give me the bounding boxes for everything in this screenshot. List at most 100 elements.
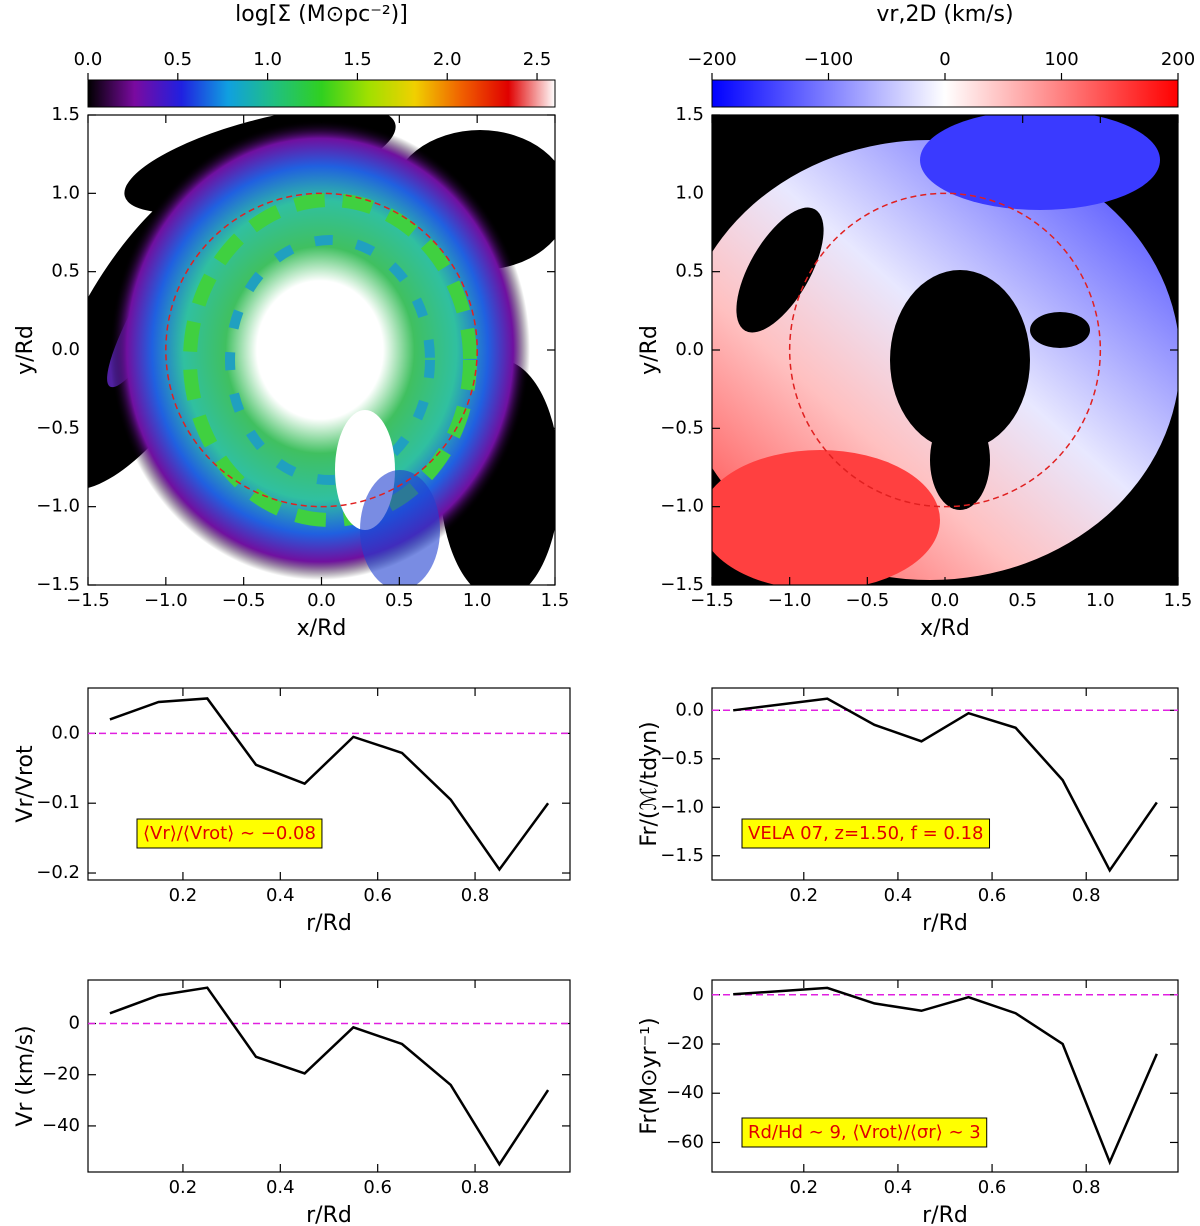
axes-frame [711,114,1179,586]
annotation: ⟨Vr⟩/⟨Vrot⟩ ∼ −0.08 [143,823,316,844]
x-tick-label: 0.5 [1008,590,1037,611]
x-tick-label: 0.4 [266,885,295,906]
x-axis-label: r/Rd [306,1203,352,1226]
x-tick-label: 0.4 [266,1177,295,1198]
x-tick-label: 0.2 [789,1177,818,1198]
y-tick-label: 0.5 [51,261,80,282]
annotation: Rd/Hd ∼ 9, ⟨Vrot⟩/⟨σr⟩ ∼ 3 [748,1122,981,1143]
x-tick-label: −0.5 [222,590,266,611]
colorbar-tick-label: −200 [687,49,736,70]
annotation: VELA 07, z=1.50, f = 0.18 [748,823,984,844]
y-tick-label: −20 [42,1064,80,1085]
colorbar-tick-label: 0.0 [74,49,103,70]
x-tick-label: 0.8 [461,1177,490,1198]
x-tick-label: 0.4 [884,1177,913,1198]
data-line [733,697,1158,873]
x-tick-label: 0.0 [931,590,960,611]
x-tick-label: 0.2 [789,885,818,906]
colorbar-tick-label: 0.5 [163,49,192,70]
axes-frame [711,687,1179,881]
x-tick-label: 1.5 [541,590,570,611]
colorbar [711,79,1179,108]
radius-circle [788,192,1102,508]
density-map-image [88,115,555,585]
y-tick-label: 0 [69,1013,80,1034]
x-tick-label: 1.0 [1086,590,1115,611]
x-tick-label: 0.6 [363,1177,392,1198]
x-tick-label: −1.0 [144,590,188,611]
x-axis-label: r/Rd [306,911,352,936]
annotation-box [741,1117,988,1148]
colorbar-tick-label: 2.5 [523,49,552,70]
colorbar-tick-label: −100 [804,49,853,70]
colorbar-tick-label: 200 [1161,49,1195,70]
x-axis-label: x/Rd [297,616,347,641]
x-tick-label: 0.2 [169,1177,198,1198]
x-axis-label: r/Rd [922,911,968,936]
colorbar-tick-label: 0 [939,49,950,70]
y-tick-label: 0.0 [51,339,80,360]
y-axis-label: y/Rd [637,325,662,375]
x-tick-label: −1.5 [690,590,734,611]
annotation-box [136,818,323,849]
y-tick-label: −1.5 [660,574,704,595]
x-tick-label: 0.6 [978,1177,1007,1198]
y-axis-label: Fr(M⊙yr⁻¹) [637,1017,662,1134]
y-tick-label: 0.0 [675,339,704,360]
axes-frame [711,979,1179,1173]
y-tick-label: 0.0 [675,699,704,720]
x-tick-label: 0.6 [978,885,1007,906]
colorbar [87,79,556,108]
y-axis-label: Vr/Vrot [13,745,38,823]
y-tick-label: −1.0 [660,796,704,817]
x-tick-label: −0.5 [845,590,889,611]
data-line [109,697,550,872]
axes-frame [87,979,571,1173]
x-tick-label: 0.8 [1072,1177,1101,1198]
axes-frame [87,114,556,586]
y-tick-label: −0.5 [36,417,80,438]
x-axis-label: r/Rd [922,1203,968,1226]
x-tick-label: 0.4 [884,885,913,906]
x-tick-label: 0.2 [169,885,198,906]
axes-frame [87,687,571,881]
y-tick-label: −0.5 [660,748,704,769]
y-axis-label: Vr (km/s) [13,1025,38,1126]
x-tick-label: 1.5 [1164,590,1193,611]
y-tick-label: 1.0 [51,182,80,203]
y-tick-label: 1.5 [51,104,80,125]
y-tick-label: 0.5 [675,261,704,282]
x-tick-label: −1.5 [66,590,110,611]
data-line [733,986,1158,1166]
y-tick-label: −0.2 [36,862,80,883]
x-tick-label: −1.0 [768,590,812,611]
y-tick-label: 1.5 [675,104,704,125]
y-tick-label: −40 [666,1082,704,1103]
colorbar-tick-label: 1.0 [253,49,282,70]
x-tick-label: 1.0 [463,590,492,611]
colorbar-title: vr,2D (km/s) [876,2,1013,27]
colorbar-tick-label: 2.0 [433,49,462,70]
x-tick-label: 0.0 [307,590,336,611]
y-tick-label: −0.1 [36,792,80,813]
y-tick-label: −1.5 [36,574,80,595]
y-tick-label: −40 [42,1115,80,1136]
y-tick-label: −1.5 [660,845,704,866]
x-tick-label: 0.8 [461,885,490,906]
y-tick-label: −1.0 [660,496,704,517]
y-tick-label: −1.0 [36,496,80,517]
y-tick-label: −60 [666,1131,704,1152]
annotation-box [741,818,991,849]
y-axis-label: y/Rd [13,325,38,375]
colorbar-title: log[Σ (M⊙pc⁻²)] [235,2,408,27]
y-tick-label: 0.0 [51,722,80,743]
y-tick-label: 0 [693,984,704,1005]
colorbar-tick-label: 100 [1044,49,1078,70]
radius-circle [165,192,478,508]
y-tick-label: −20 [666,1033,704,1054]
x-tick-label: 0.5 [385,590,414,611]
y-tick-label: 1.0 [675,182,704,203]
data-line [109,986,550,1167]
x-tick-label: 0.8 [1072,885,1101,906]
